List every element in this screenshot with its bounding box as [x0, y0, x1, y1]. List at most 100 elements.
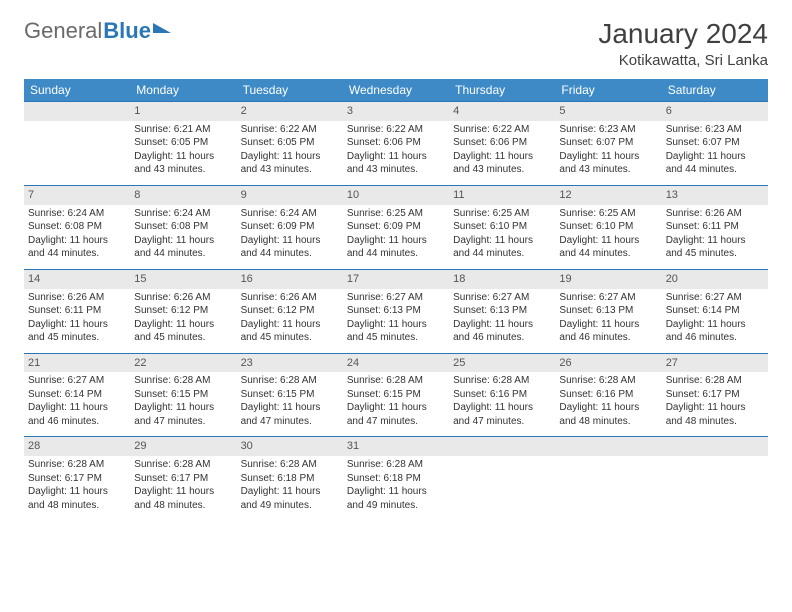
calendar-header-row: SundayMondayTuesdayWednesdayThursdayFrid… [24, 79, 768, 102]
calendar-day-cell: 11Sunrise: 6:25 AMSunset: 6:10 PMDayligh… [449, 185, 555, 269]
day-number: 16 [237, 270, 343, 289]
weekday-header: Saturday [662, 79, 768, 102]
daylight-text: Daylight: 11 hours [347, 485, 445, 499]
daylight-text: Daylight: 11 hours [559, 401, 657, 415]
day-number: 8 [130, 186, 236, 205]
day-info: Sunrise: 6:26 AMSunset: 6:11 PMDaylight:… [662, 205, 768, 269]
calendar-table: SundayMondayTuesdayWednesdayThursdayFrid… [24, 79, 768, 520]
calendar-day-cell: 27Sunrise: 6:28 AMSunset: 6:17 PMDayligh… [662, 353, 768, 437]
sunrise-text: Sunrise: 6:27 AM [559, 291, 657, 305]
sunset-text: Sunset: 6:15 PM [241, 388, 339, 402]
calendar-day-cell: 31Sunrise: 6:28 AMSunset: 6:18 PMDayligh… [343, 437, 449, 520]
brand-logo: GeneralBlue [24, 18, 171, 44]
daylight-text: Daylight: 11 hours [347, 150, 445, 164]
sunrise-text: Sunrise: 6:22 AM [241, 123, 339, 137]
daylight-text: Daylight: 11 hours [134, 234, 232, 248]
daylight-text: Daylight: 11 hours [666, 401, 764, 415]
sunrise-text: Sunrise: 6:27 AM [28, 374, 126, 388]
brand-mark-icon [153, 23, 171, 33]
daylight-text: Daylight: 11 hours [241, 234, 339, 248]
daylight-text: and 43 minutes. [347, 163, 445, 177]
day-info: Sunrise: 6:27 AMSunset: 6:14 PMDaylight:… [24, 372, 130, 436]
daylight-text: and 43 minutes. [453, 163, 551, 177]
day-number: 9 [237, 186, 343, 205]
day-number: 29 [130, 437, 236, 456]
calendar-day-cell: 12Sunrise: 6:25 AMSunset: 6:10 PMDayligh… [555, 185, 661, 269]
day-number-empty [662, 437, 768, 456]
calendar-day-cell: 14Sunrise: 6:26 AMSunset: 6:11 PMDayligh… [24, 269, 130, 353]
day-number: 15 [130, 270, 236, 289]
calendar-week-row: 28Sunrise: 6:28 AMSunset: 6:17 PMDayligh… [24, 437, 768, 520]
day-info: Sunrise: 6:25 AMSunset: 6:09 PMDaylight:… [343, 205, 449, 269]
day-info: Sunrise: 6:28 AMSunset: 6:15 PMDaylight:… [343, 372, 449, 436]
sunrise-text: Sunrise: 6:28 AM [134, 458, 232, 472]
day-info: Sunrise: 6:26 AMSunset: 6:11 PMDaylight:… [24, 289, 130, 353]
sunset-text: Sunset: 6:15 PM [134, 388, 232, 402]
day-number: 7 [24, 186, 130, 205]
daylight-text: Daylight: 11 hours [347, 318, 445, 332]
daylight-text: Daylight: 11 hours [347, 401, 445, 415]
calendar-day-cell: 29Sunrise: 6:28 AMSunset: 6:17 PMDayligh… [130, 437, 236, 520]
sunset-text: Sunset: 6:18 PM [241, 472, 339, 486]
sunset-text: Sunset: 6:16 PM [453, 388, 551, 402]
day-info: Sunrise: 6:27 AMSunset: 6:13 PMDaylight:… [555, 289, 661, 353]
sunset-text: Sunset: 6:14 PM [666, 304, 764, 318]
daylight-text: Daylight: 11 hours [453, 150, 551, 164]
weekday-header: Monday [130, 79, 236, 102]
sunset-text: Sunset: 6:07 PM [559, 136, 657, 150]
daylight-text: and 48 minutes. [559, 415, 657, 429]
day-number-empty [24, 102, 130, 121]
day-number: 13 [662, 186, 768, 205]
sunrise-text: Sunrise: 6:26 AM [241, 291, 339, 305]
calendar-day-cell: 2Sunrise: 6:22 AMSunset: 6:05 PMDaylight… [237, 102, 343, 186]
daylight-text: and 46 minutes. [559, 331, 657, 345]
calendar-day-cell: 20Sunrise: 6:27 AMSunset: 6:14 PMDayligh… [662, 269, 768, 353]
sunrise-text: Sunrise: 6:22 AM [347, 123, 445, 137]
day-info: Sunrise: 6:24 AMSunset: 6:09 PMDaylight:… [237, 205, 343, 269]
calendar-day-cell: 19Sunrise: 6:27 AMSunset: 6:13 PMDayligh… [555, 269, 661, 353]
sunrise-text: Sunrise: 6:25 AM [453, 207, 551, 221]
sunset-text: Sunset: 6:16 PM [559, 388, 657, 402]
daylight-text: Daylight: 11 hours [453, 401, 551, 415]
calendar-day-cell: 28Sunrise: 6:28 AMSunset: 6:17 PMDayligh… [24, 437, 130, 520]
calendar-day-cell: 23Sunrise: 6:28 AMSunset: 6:15 PMDayligh… [237, 353, 343, 437]
sunset-text: Sunset: 6:09 PM [347, 220, 445, 234]
day-info: Sunrise: 6:24 AMSunset: 6:08 PMDaylight:… [130, 205, 236, 269]
sunset-text: Sunset: 6:10 PM [559, 220, 657, 234]
daylight-text: and 44 minutes. [241, 247, 339, 261]
sunrise-text: Sunrise: 6:28 AM [28, 458, 126, 472]
sunrise-text: Sunrise: 6:25 AM [559, 207, 657, 221]
sunrise-text: Sunrise: 6:28 AM [134, 374, 232, 388]
day-info: Sunrise: 6:28 AMSunset: 6:17 PMDaylight:… [24, 456, 130, 520]
daylight-text: and 46 minutes. [28, 415, 126, 429]
day-info: Sunrise: 6:28 AMSunset: 6:15 PMDaylight:… [130, 372, 236, 436]
sunset-text: Sunset: 6:05 PM [134, 136, 232, 150]
sunrise-text: Sunrise: 6:28 AM [347, 374, 445, 388]
day-info: Sunrise: 6:27 AMSunset: 6:13 PMDaylight:… [343, 289, 449, 353]
sunset-text: Sunset: 6:12 PM [241, 304, 339, 318]
day-number: 4 [449, 102, 555, 121]
sunset-text: Sunset: 6:11 PM [666, 220, 764, 234]
day-number: 25 [449, 354, 555, 373]
calendar-day-cell: 9Sunrise: 6:24 AMSunset: 6:09 PMDaylight… [237, 185, 343, 269]
calendar-day-cell: 18Sunrise: 6:27 AMSunset: 6:13 PMDayligh… [449, 269, 555, 353]
sunset-text: Sunset: 6:10 PM [453, 220, 551, 234]
sunrise-text: Sunrise: 6:28 AM [241, 458, 339, 472]
daylight-text: and 48 minutes. [134, 499, 232, 513]
daylight-text: and 45 minutes. [347, 331, 445, 345]
calendar-day-cell: 22Sunrise: 6:28 AMSunset: 6:15 PMDayligh… [130, 353, 236, 437]
day-info: Sunrise: 6:21 AMSunset: 6:05 PMDaylight:… [130, 121, 236, 185]
sunrise-text: Sunrise: 6:23 AM [666, 123, 764, 137]
sunrise-text: Sunrise: 6:28 AM [241, 374, 339, 388]
calendar-day-cell: 16Sunrise: 6:26 AMSunset: 6:12 PMDayligh… [237, 269, 343, 353]
page-subtitle: Kotikawatta, Sri Lanka [598, 52, 768, 69]
sunrise-text: Sunrise: 6:24 AM [134, 207, 232, 221]
day-info: Sunrise: 6:28 AMSunset: 6:17 PMDaylight:… [662, 372, 768, 436]
sunset-text: Sunset: 6:11 PM [28, 304, 126, 318]
day-number: 22 [130, 354, 236, 373]
day-number-empty [449, 437, 555, 456]
sunset-text: Sunset: 6:18 PM [347, 472, 445, 486]
calendar-day-cell: 25Sunrise: 6:28 AMSunset: 6:16 PMDayligh… [449, 353, 555, 437]
daylight-text: and 44 minutes. [347, 247, 445, 261]
daylight-text: and 45 minutes. [134, 331, 232, 345]
